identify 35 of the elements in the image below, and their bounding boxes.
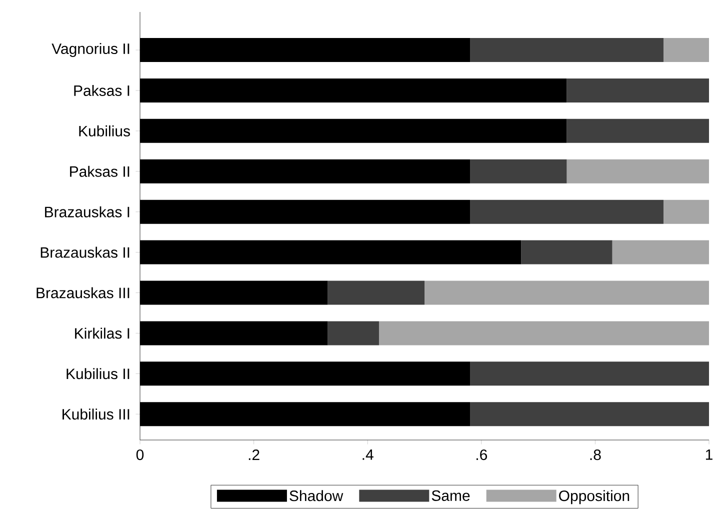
- bar: [328, 280, 425, 305]
- bar: [566, 159, 710, 184]
- y-tick-label: Kirkilas I: [75, 328, 130, 339]
- bar: [424, 280, 710, 305]
- bar: [470, 200, 664, 224]
- y-tick-label: Vagnorius II: [52, 43, 130, 58]
- x-tick-label: .4: [362, 449, 374, 460]
- bar: [663, 200, 710, 224]
- x-tick-label: .2: [248, 449, 260, 460]
- bar: [378, 321, 710, 346]
- bar: [521, 240, 612, 264]
- bar: [566, 118, 710, 143]
- bar: [470, 362, 710, 386]
- x-tick-label: 0: [136, 449, 144, 460]
- legend-label: Shadow: [290, 490, 344, 502]
- y-tick-label: Paksas I: [74, 84, 130, 96]
- bar: [663, 38, 710, 62]
- bar: [328, 321, 379, 346]
- bar: [470, 402, 710, 426]
- x-tick-label: .6: [476, 449, 488, 460]
- bar: [470, 38, 664, 62]
- y-tick-label: Brazauskas I: [45, 206, 130, 218]
- y-tick-label: Kubilius: [79, 125, 130, 136]
- bar: [566, 78, 710, 102]
- legend-label: Same: [432, 490, 470, 501]
- bar: [612, 240, 710, 264]
- y-tick-label: Paksas II: [70, 166, 130, 177]
- legend-label: Opposition: [559, 490, 630, 504]
- y-tick-label: Brazauskas II: [40, 246, 130, 258]
- y-tick-label: Kubilius II: [66, 368, 130, 380]
- bar: [470, 159, 567, 184]
- x-tick-label: 1: [706, 449, 712, 460]
- y-tick-label: Kubilius III: [62, 408, 130, 420]
- x-tick-label: .8: [590, 449, 601, 460]
- y-tick-label: Brazauskas III: [36, 287, 130, 298]
